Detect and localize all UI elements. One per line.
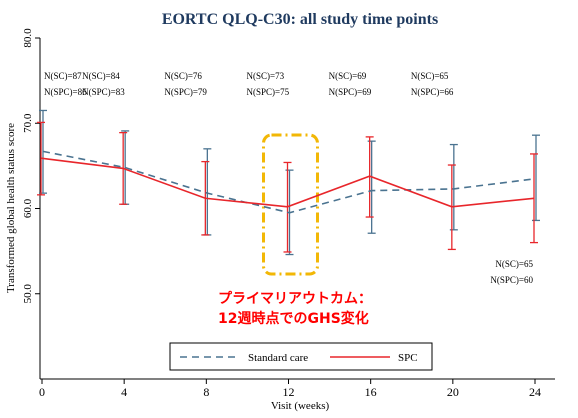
y-axis-label: Transformed global health status score <box>5 123 17 293</box>
y-tick-label: 70.0 <box>22 113 34 133</box>
x-tick-label: 0 <box>39 385 45 399</box>
series-line-standard-care <box>42 150 537 214</box>
series-line-spc <box>40 157 535 208</box>
y-tick-label: 60.0 <box>22 198 34 218</box>
x-tick-label: 24 <box>529 385 541 399</box>
y-tick-label: 80.0 <box>22 28 34 48</box>
n-label-sc: N(SC)=87 <box>44 71 82 81</box>
y-tick-label: 50.0 <box>22 284 34 304</box>
n-label-spc: N(SPC)=60 <box>490 275 533 285</box>
legend-label-standard-care: Standard care <box>248 352 308 364</box>
highlight-box <box>262 133 319 276</box>
n-label-sc: N(SC)=65 <box>411 71 449 81</box>
n-label-sc: N(SC)=84 <box>82 71 120 81</box>
x-tick-label: 20 <box>447 385 459 399</box>
n-label-spc: N(SPC)=86 <box>44 87 87 97</box>
series-group <box>37 109 540 256</box>
legend: Standard care SPC <box>169 342 433 371</box>
x-axis-label: Visit (weeks) <box>271 400 330 412</box>
highlight-annotation-line1: プライマリアウトカム： <box>218 291 372 307</box>
chart-title: EORTC QLQ-C30: all study time points <box>162 11 438 28</box>
n-label-spc: N(SPC)=79 <box>164 87 207 97</box>
n-label-spc: N(SPC)=83 <box>82 87 125 97</box>
n-label-sc: N(SC)=69 <box>329 71 367 81</box>
n-label-sc: N(SC)=76 <box>164 71 202 81</box>
x-tick-label: 16 <box>365 385 377 399</box>
x-tick-label: 12 <box>283 385 295 399</box>
n-labels: N(SC)=87 N(SPC)=86 N(SC)=84 N(SPC)=83 N(SC)=… <box>44 71 533 285</box>
highlight-annotation-line2: 12週時点でのGHS変化 <box>218 310 369 327</box>
n-label-spc: N(SPC)=75 <box>247 87 290 97</box>
x-tick-label: 8 <box>203 385 209 399</box>
n-label-spc: N(SPC)=66 <box>411 87 454 97</box>
n-label-spc: N(SPC)=69 <box>329 87 372 97</box>
x-tick-label: 4 <box>121 385 127 399</box>
legend-label-spc: SPC <box>398 352 418 364</box>
highlight-group: プライマリアウトカム： 12週時点でのGHS変化 <box>218 133 372 327</box>
n-label-sc: N(SC)=73 <box>247 71 285 81</box>
axes: 50.0 60.0 70.0 80.0 0 4 8 12 16 20 24 <box>22 28 555 399</box>
n-label-sc: N(SC)=65 <box>495 259 533 269</box>
plot-area <box>40 38 563 379</box>
